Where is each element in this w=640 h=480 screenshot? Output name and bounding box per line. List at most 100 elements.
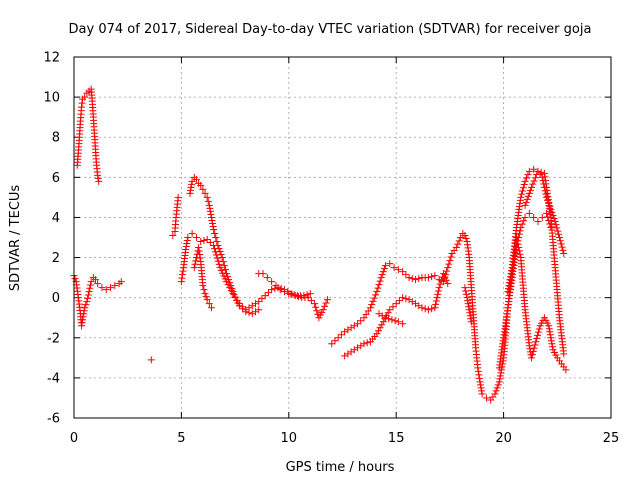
data-point xyxy=(534,167,542,175)
data-point xyxy=(465,303,473,311)
data-point xyxy=(212,234,220,241)
data-point xyxy=(491,390,499,398)
data-point xyxy=(313,307,321,315)
data-point xyxy=(508,267,516,275)
data-point xyxy=(191,260,199,268)
data-point xyxy=(418,304,426,312)
data-point xyxy=(321,302,329,310)
data-point xyxy=(495,378,503,386)
data-point xyxy=(386,260,394,268)
data-point xyxy=(467,315,475,323)
data-point xyxy=(147,356,155,364)
data-point xyxy=(402,271,410,279)
data-point xyxy=(496,372,504,380)
data-point xyxy=(442,276,450,284)
data-point xyxy=(374,327,382,335)
data-point xyxy=(551,217,559,225)
y-tick-label: 10 xyxy=(43,91,60,106)
data-point xyxy=(188,177,196,185)
data-point xyxy=(258,295,266,303)
series-b xyxy=(73,85,103,185)
data-point xyxy=(391,317,399,325)
series-l xyxy=(461,284,475,326)
data-point xyxy=(255,306,263,314)
data-point xyxy=(291,292,299,300)
data-point xyxy=(218,254,226,262)
data-point xyxy=(528,183,536,191)
data-point xyxy=(434,290,442,298)
series-o xyxy=(521,167,568,358)
data-point xyxy=(187,186,195,194)
data-point xyxy=(196,254,204,262)
data-point xyxy=(196,251,204,259)
data-point xyxy=(294,293,302,301)
data-point xyxy=(372,291,380,299)
data-point xyxy=(554,227,562,235)
data-point xyxy=(461,231,469,239)
data-point xyxy=(541,173,549,181)
data-point xyxy=(428,273,436,281)
data-point xyxy=(475,371,483,379)
data-point xyxy=(205,201,213,209)
data-point xyxy=(497,369,505,377)
data-point xyxy=(447,253,455,261)
data-point xyxy=(478,390,486,398)
data-point xyxy=(534,331,542,339)
series-a xyxy=(70,272,125,330)
data-point xyxy=(436,280,444,288)
data-point xyxy=(94,171,102,179)
data-point xyxy=(111,282,119,290)
data-point xyxy=(392,300,400,308)
data-point xyxy=(517,223,525,231)
data-point xyxy=(560,350,568,358)
data-point xyxy=(462,235,470,243)
data-point xyxy=(255,298,263,306)
data-point xyxy=(192,175,200,183)
data-point xyxy=(395,297,403,305)
data-point xyxy=(378,321,386,329)
data-point xyxy=(376,324,384,332)
data-point xyxy=(206,239,214,247)
data-point xyxy=(474,364,482,372)
data-point xyxy=(177,278,185,286)
data-point xyxy=(95,177,103,185)
data-point xyxy=(518,190,526,198)
data-point xyxy=(281,288,289,296)
data-point xyxy=(195,247,203,255)
y-axis-label: SDTVAR / TECUs xyxy=(8,185,23,292)
data-point xyxy=(319,306,327,314)
data-point xyxy=(219,258,227,266)
data-point xyxy=(504,285,512,293)
data-point xyxy=(380,265,388,273)
data-point xyxy=(534,217,542,225)
data-point xyxy=(455,237,463,245)
data-point xyxy=(525,342,533,350)
data-point xyxy=(216,248,224,256)
data-point xyxy=(225,276,233,284)
data-point xyxy=(209,222,217,230)
data-point xyxy=(201,290,209,298)
data-point xyxy=(399,320,407,328)
data-point xyxy=(98,284,106,292)
data-point xyxy=(381,314,389,322)
data-point xyxy=(454,240,462,248)
data-point xyxy=(513,237,521,245)
data-point xyxy=(86,281,94,289)
data-point xyxy=(389,303,397,311)
data-point xyxy=(183,237,191,245)
data-point xyxy=(311,300,319,308)
data-point xyxy=(84,291,92,299)
data-point xyxy=(200,237,208,245)
data-point xyxy=(432,300,440,308)
data-point xyxy=(515,230,523,238)
data-point xyxy=(381,262,389,270)
data-point xyxy=(199,282,207,290)
data-point xyxy=(220,262,228,270)
data-point xyxy=(211,229,219,237)
data-point xyxy=(522,198,530,206)
data-point xyxy=(213,254,221,262)
data-point xyxy=(268,278,276,286)
y-tick-label: -6 xyxy=(47,412,60,427)
data-point xyxy=(562,366,570,374)
